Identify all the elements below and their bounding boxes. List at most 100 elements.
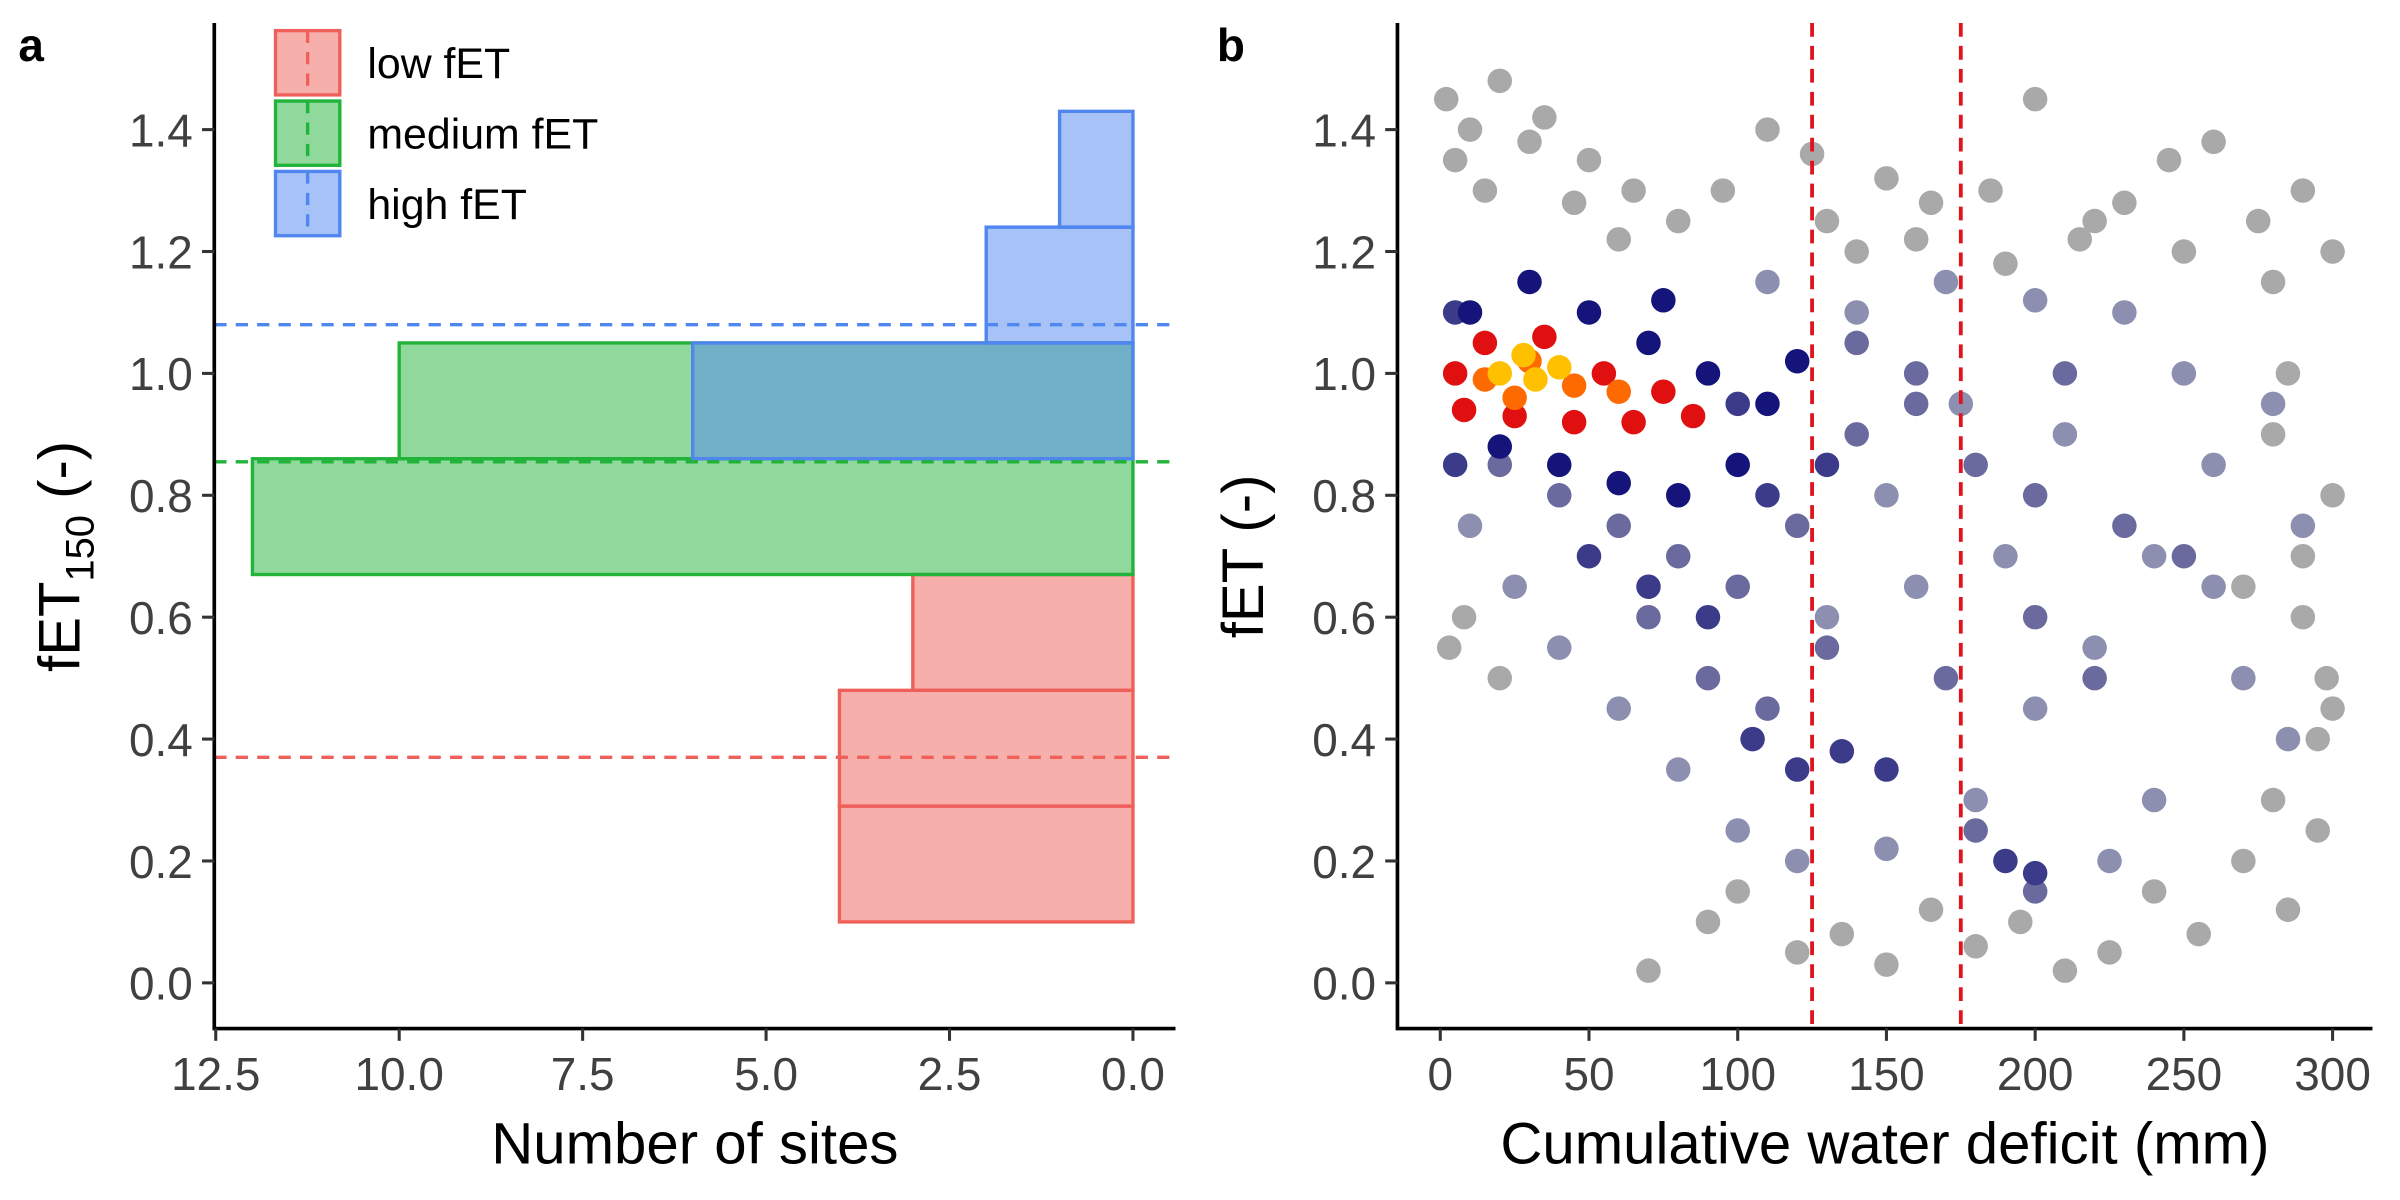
scatter-point [1472,178,1498,203]
scatter-point [1725,452,1750,478]
scatter-point [1755,696,1780,721]
scatter-point [2186,921,2211,947]
y-tick-label: 0.0 [1312,958,1376,1010]
scatter-point [1829,739,1855,764]
histogram-bar [837,804,1135,924]
scatter-point [1487,665,1513,691]
scatter-point [1457,513,1483,539]
scatter-point [2201,452,2226,478]
scatter-point [1442,361,1468,386]
scatter-point [1636,574,1661,599]
scatter-point [1665,483,1691,508]
scatter-point [1606,227,1631,252]
scatter-point [1784,940,1810,965]
scatter-point [1621,409,1646,435]
scatter-point [2260,391,2286,417]
scatter-point [1844,300,1869,325]
x-tick-label: 0 [1428,1048,1454,1100]
y-tick-label: 0.4 [1312,714,1376,766]
scatter-point [2022,604,2048,630]
scatter-point [1784,848,1810,874]
scatter-point [2141,787,2167,813]
x-tick-label: 100 [1699,1048,1776,1100]
scatter-point [2275,897,2301,922]
x-tick-label: 12.5 [171,1048,260,1100]
scatter-point [1487,434,1513,459]
scatter-point [1523,367,1548,392]
scatter-point [1576,300,1602,325]
scatter-point [2201,129,2226,155]
scatter-point [2082,665,2107,691]
x-axis-title: Cumulative water deficit (mm) [1500,1111,2269,1176]
scatter-point [2156,147,2182,173]
x-tick-label: 5.0 [734,1048,798,1100]
y-tick-label: 1.2 [1312,226,1376,278]
x-tick-label: 300 [2294,1048,2371,1100]
scatter-point [2275,361,2301,386]
scatter-point [1933,665,1959,691]
scatter-point [2052,958,2078,983]
scatter-point [2231,848,2256,874]
scatter-point [2112,190,2137,215]
scatter-point [1844,239,1869,264]
scatter-point [2171,361,2197,386]
scatter-point [2082,635,2107,660]
scatter-point [2260,787,2286,813]
scatter-point [2022,879,2048,904]
scatter-point [1517,129,1542,155]
scatter-point [1874,836,1899,862]
scatter-point [2097,848,2122,874]
scatter-point [1903,361,1929,386]
y-tick-label: 1.4 [129,104,193,156]
y-axis-title: fET150 (-) [28,441,103,672]
scatter-point [1844,330,1869,356]
scatter-point [1442,452,1468,478]
scatter-point [1814,635,1840,660]
scatter-point [2022,288,2048,313]
y-tick-label: 0.2 [129,836,193,888]
scatter-point [1665,208,1691,234]
scatter-point [1502,574,1527,599]
scatter-point [1547,483,1572,508]
scatter-point [1978,178,2003,203]
scatter-point [1814,452,1840,478]
y-axis-title-main: fET [28,581,93,671]
scatter-point [2320,696,2345,721]
scatter-point [2305,818,2330,843]
scatter-point [2290,604,2316,630]
scatter-point [2171,239,2197,264]
scatter-point [1755,391,1780,417]
scatter-point [2022,696,2048,721]
y-tick-label: 0.6 [129,592,193,644]
scatter-point [2141,543,2167,569]
scatter-point [1918,897,1944,922]
histogram-bar [837,688,1135,808]
y-axis-title-main: fET (-) [1211,475,1276,639]
scatter-point [2290,543,2316,569]
scatter-point [2290,513,2316,539]
histogram-bar [250,457,1135,577]
x-tick-label: 2.5 [918,1048,982,1100]
y-tick-label: 0.4 [129,714,193,766]
y-tick-label: 0.8 [129,470,193,522]
scatter-point [2275,726,2301,752]
scatter-point [1844,422,1869,447]
scatter-point [1502,403,1527,429]
scatter-point [1561,373,1587,398]
scatter-point [1606,379,1631,404]
scatter-point [2320,239,2345,264]
x-tick-label: 200 [1997,1048,2074,1100]
panel-label: a [18,19,44,71]
scatter-point [1433,86,1459,112]
scatter-point [1651,379,1676,404]
scatter-point [1829,921,1855,947]
scatter-point [1606,696,1631,721]
scatter-point [1993,251,2018,276]
scatter-point [1576,543,1602,569]
y-tick-label: 0.0 [129,958,193,1010]
scatter-point [1680,403,1706,429]
y-axis-title-subscript: 150 [58,515,102,581]
scatter-point [2141,879,2167,904]
